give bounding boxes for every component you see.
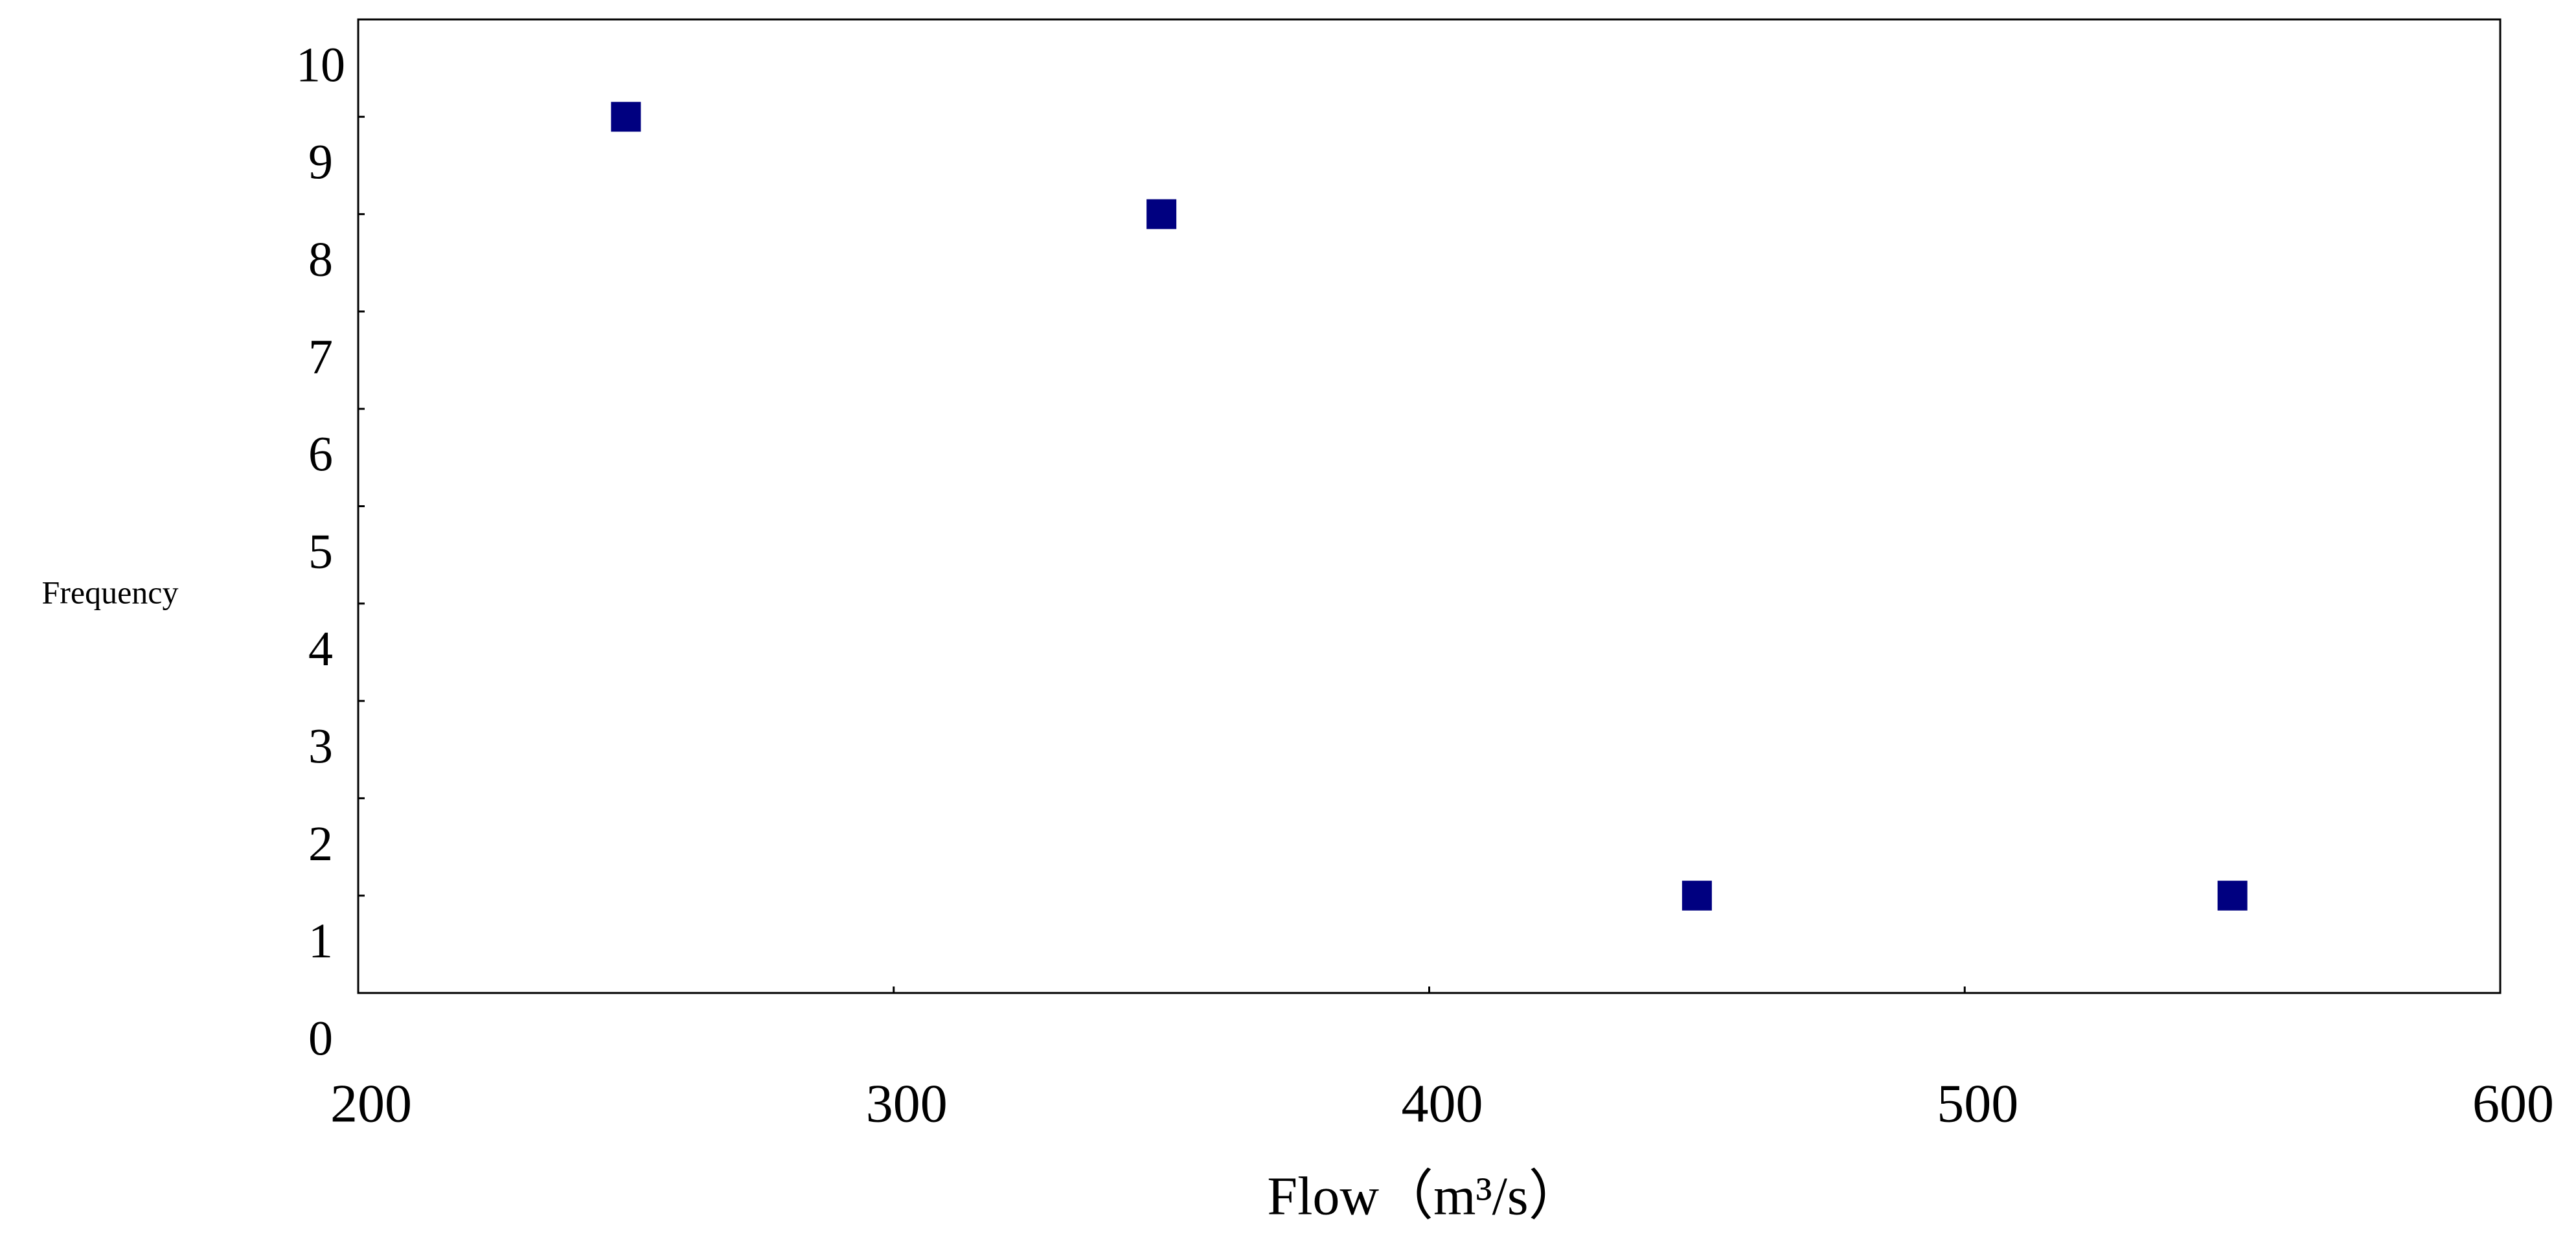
x-tick-label: 200 [330,1073,412,1134]
point [611,102,641,132]
point [2217,880,2248,911]
y-tick-label: 9 [308,135,333,190]
y-tick-label: 6 [308,428,333,482]
y-tick-label: 7 [308,330,333,384]
plot-frame [357,18,2502,994]
point [1681,880,1712,911]
x-tick-label: 400 [1402,1073,1483,1134]
y-tick-label: 8 [308,233,333,287]
x-tick-label: 600 [2472,1073,2554,1134]
x-tick-label: 300 [866,1073,948,1134]
x-axis-title: Flow（m³/s） [1267,1166,1582,1226]
y-axis-title: Frequency [41,574,178,610]
y-tick-label: 10 [296,38,345,92]
y-tick-label: 4 [308,622,333,676]
y-tick-label: 5 [308,525,333,579]
y-tick-label: 2 [308,817,333,871]
point [1146,199,1177,229]
y-tick-label: 0 [308,1011,333,1066]
x-tick-label: 500 [1937,1073,2018,1134]
y-tick-label: 1 [308,914,333,968]
y-tick-label: 3 [308,720,333,774]
